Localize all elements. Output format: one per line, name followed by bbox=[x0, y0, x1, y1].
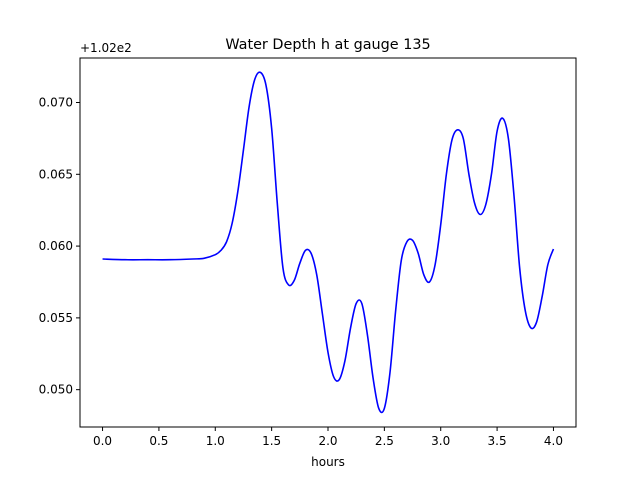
x-tick-label: 2.0 bbox=[318, 434, 337, 448]
y-axis-ticks: 0.050 0.055 0.060 0.065 0.070 bbox=[39, 96, 80, 397]
x-tick-label: 0.0 bbox=[93, 434, 112, 448]
x-tick-label: 3.5 bbox=[488, 434, 507, 448]
x-tick-label: 1.5 bbox=[262, 434, 281, 448]
axes-frame bbox=[79, 57, 577, 428]
series-line bbox=[102, 71, 555, 414]
y-tick-label: 0.050 bbox=[39, 383, 73, 397]
y-tick-label: 0.060 bbox=[39, 239, 73, 253]
x-tick-label: 4.0 bbox=[544, 434, 563, 448]
plot-background bbox=[80, 58, 576, 427]
y-tick-label: 0.065 bbox=[39, 167, 73, 181]
x-tick-label: 0.5 bbox=[149, 434, 168, 448]
x-axis-label: hours bbox=[311, 455, 345, 469]
chart-title: Water Depth h at gauge 135 bbox=[225, 37, 430, 53]
x-tick-label: 1.0 bbox=[206, 434, 225, 448]
x-axis-ticks: 0.0 0.5 1.0 1.5 2.0 2.5 3.0 3.5 4.0 bbox=[93, 427, 563, 448]
plot-area bbox=[80, 58, 576, 427]
x-tick-label: 3.0 bbox=[431, 434, 450, 448]
y-tick-label: 0.070 bbox=[39, 96, 73, 110]
x-tick-label: 2.5 bbox=[375, 434, 394, 448]
y-offset-text: +1.02e2 bbox=[80, 41, 132, 55]
y-tick-label: 0.055 bbox=[39, 311, 73, 325]
